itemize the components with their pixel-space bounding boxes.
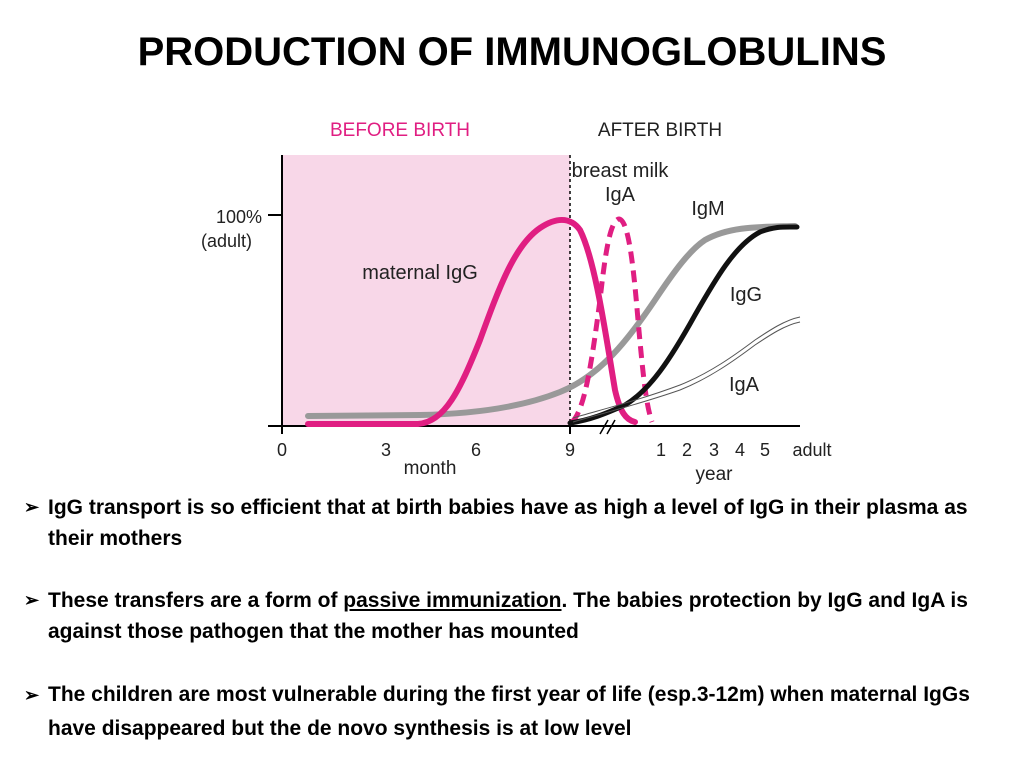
immunoglobulin-chart: BEFORE BIRTH AFTER BIRTH 100% (adult) ma… <box>201 120 832 485</box>
bullet-text: . The babies protection by IgG and IgA i… <box>48 589 968 643</box>
axis-break-mark <box>606 419 616 435</box>
series-label-breast-milk: breast milk <box>572 160 670 182</box>
bullet-item: ➢ IgG transport is so efficient that at … <box>24 492 1009 554</box>
x-tick-label-year: 5 <box>760 440 770 460</box>
passive-immunization-term: passive immunization <box>343 589 562 612</box>
x-tick-label-year: 2 <box>682 440 692 460</box>
bullet-arrow-icon: ➢ <box>24 590 40 610</box>
x-tick-label-year: adult <box>792 440 831 460</box>
series-igg-line <box>567 224 800 426</box>
bullet-item: ➢ The children are most vulnerable durin… <box>24 678 1009 746</box>
after-birth-label: AFTER BIRTH <box>598 120 722 141</box>
before-birth-label: BEFORE BIRTH <box>330 120 470 141</box>
y-tick-label: 100% <box>216 207 262 227</box>
x-tick-label-month: 9 <box>565 440 575 460</box>
x-axis-label-year: year <box>696 464 734 485</box>
x-tick-label-month: 0 <box>277 440 287 460</box>
x-tick-label-year: 1 <box>656 440 666 460</box>
series-breast-milk-iga-line <box>570 216 655 424</box>
x-tick-label-year: 4 <box>735 440 745 460</box>
series-iga-line <box>572 316 801 419</box>
series-iga-line <box>572 321 801 423</box>
series-label-igg: IgG <box>730 284 762 306</box>
y-tick-sublabel: (adult) <box>201 231 252 251</box>
slide-title: PRODUCTION OF IMMUNOGLOBULINS <box>137 30 887 74</box>
series-maternal-igg-line <box>305 217 638 427</box>
bullet-text: These transfers are a form of <box>48 589 344 612</box>
before-birth-region <box>282 155 570 425</box>
series-label-iga: IgA <box>729 374 760 396</box>
bullet-arrow-icon: ➢ <box>24 497 40 517</box>
x-tick-label-month: 3 <box>381 440 391 460</box>
axis-break-mark <box>599 419 609 435</box>
bullet-list: ➢ IgG transport is so efficient that at … <box>24 492 1009 777</box>
x-tick-label-month: 6 <box>471 440 481 460</box>
bullet-item: ➢ These transfers are a form of passive … <box>24 585 1009 647</box>
x-tick-label-year: 3 <box>709 440 719 460</box>
series-igm-line <box>305 223 798 419</box>
bullet-text: The children are most vulnerable during … <box>48 683 970 740</box>
bullet-arrow-icon: ➢ <box>24 685 40 705</box>
series-label-breast-milk-iga: IgA <box>605 184 636 206</box>
x-axis-label-month: month <box>404 458 457 479</box>
bullet-text: IgG transport is so efficient that at bi… <box>48 496 968 550</box>
series-label-igm: IgM <box>691 198 724 220</box>
series-label-maternal-igg: maternal IgG <box>362 262 478 284</box>
